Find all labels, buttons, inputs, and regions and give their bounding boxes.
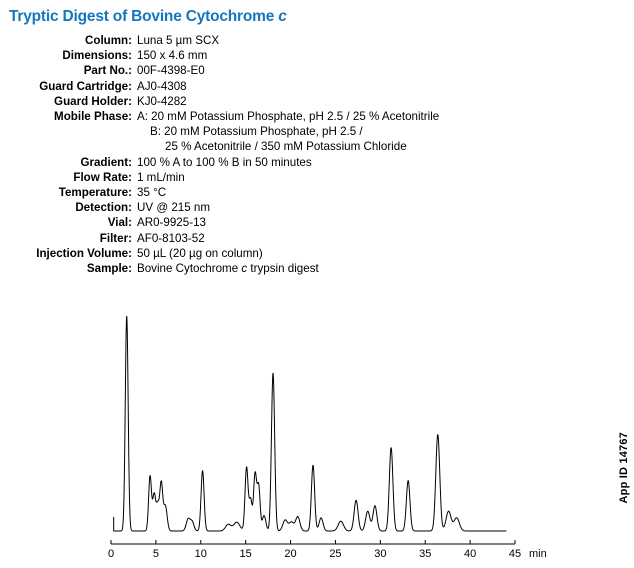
x-axis-tick-label: 15	[240, 548, 252, 560]
page-title-text: Tryptic Digest of Bovine Cytochrome	[9, 8, 279, 25]
parameter-label: Temperature:	[58, 186, 132, 200]
parameter-label: Gradient:	[80, 155, 132, 169]
x-axis-tick-label: 10	[195, 548, 207, 560]
method-parameters-table: Column: Luna 5 µm SCX Dimensions: 150 x 4.6…	[0, 33, 520, 276]
parameter-row: Guard Holder: KJ0-4282	[0, 94, 520, 109]
chromatogram-svg: 0 5 10 15 20 25 30 35 40 45 min	[108, 315, 547, 560]
parameter-label: Part No.:	[83, 64, 132, 78]
parameter-row: Guard Cartridge: AJ0-4308	[0, 79, 520, 94]
parameter-value: AF0-8103-52	[137, 231, 205, 245]
parameter-value-italic: c	[241, 262, 248, 276]
parameter-label: Dimensions:	[62, 49, 132, 63]
parameter-row: Injection Volume: 50 µL (20 µg on column)	[0, 246, 520, 261]
parameter-value: 1 mL/min	[137, 170, 185, 184]
x-axis-tick-label: 25	[329, 548, 341, 560]
x-axis-tick-label: 45	[509, 548, 521, 560]
x-axis-tick-label: 30	[374, 548, 386, 560]
page-title-italic: c	[278, 8, 287, 25]
parameter-value: 50 µL (20 µg on column)	[137, 246, 263, 260]
x-axis-tick-label: 35	[419, 548, 431, 560]
parameter-label: Injection Volume:	[36, 246, 132, 260]
parameter-row: Flow Rate: 1 mL/min	[0, 170, 520, 185]
parameter-value: 00F-4398-E0	[137, 64, 205, 78]
chromatogram-trace	[113, 315, 507, 532]
parameter-row: Gradient: 100 % A to 100 % B in 50 minute…	[0, 155, 520, 170]
parameter-label: Vial:	[107, 216, 132, 230]
parameter-value: B: 20 mM Potassium Phosphate, pH 2.5 /	[150, 125, 363, 139]
parameter-value: 35 °C	[137, 186, 167, 200]
x-axis-tick-label: 0	[108, 548, 114, 560]
parameter-label: Guard Cartridge:	[39, 79, 132, 93]
x-axis-tick-label: 5	[153, 548, 159, 560]
parameter-row: 25 % Acetonitrile / 350 mM Potassium Chl…	[0, 139, 520, 154]
page-title: Tryptic Digest of Bovine Cytochrome c	[9, 8, 287, 26]
parameter-value: 25 % Acetonitrile / 350 mM Potassium Chl…	[165, 140, 407, 154]
parameter-row: Part No.: 00F-4398-E0	[0, 63, 520, 78]
parameter-value-suffix: trypsin digest	[247, 262, 319, 276]
parameter-row: Vial: AR0-9925-13	[0, 215, 520, 230]
parameter-row: Column: Luna 5 µm SCX	[0, 33, 520, 48]
parameter-value: KJ0-4282	[137, 94, 187, 108]
parameter-value: Bovine Cytochrome c trypsin digest	[137, 261, 520, 276]
parameter-row: B: 20 mM Potassium Phosphate, pH 2.5 /	[0, 124, 520, 139]
parameter-value: 150 x 4.6 mm	[137, 49, 208, 63]
parameter-label: Detection:	[75, 201, 132, 215]
parameter-row: Filter: AF0-8103-52	[0, 231, 520, 246]
parameter-value: AJ0-4308	[137, 79, 187, 93]
parameter-value-text: Bovine Cytochrome	[137, 262, 242, 276]
parameter-row: Dimensions: 150 x 4.6 mm	[0, 48, 520, 63]
chromatogram: 0 5 10 15 20 25 30 35 40 45 min	[0, 300, 634, 568]
parameter-value: A: 20 mM Potassium Phosphate, pH 2.5 / 2…	[137, 110, 440, 124]
parameter-row: Sample: Bovine Cytochrome c trypsin diges…	[0, 261, 520, 276]
parameter-row: Mobile Phase: A: 20 mM Potassium Phosphat…	[0, 109, 520, 124]
parameter-label: Filter:	[99, 231, 132, 245]
parameter-label: Sample:	[86, 262, 132, 276]
x-axis-unit-label: min	[529, 548, 547, 560]
parameter-value: AR0-9925-13	[137, 216, 206, 230]
parameter-row: Temperature: 35 °C	[0, 185, 520, 200]
parameter-label: Flow Rate:	[73, 170, 132, 184]
parameter-value: Luna 5 µm SCX	[137, 34, 220, 47]
parameter-value: 100 % A to 100 % B in 50 minutes	[137, 155, 312, 169]
parameter-row: Detection: UV @ 215 nm	[0, 200, 520, 215]
parameter-label: Guard Holder:	[54, 94, 132, 108]
app-id-label: App ID 14767	[618, 432, 630, 504]
parameter-label: Column:	[84, 34, 132, 47]
parameter-value: UV @ 215 nm	[137, 201, 210, 215]
x-axis-tick-label: 40	[464, 548, 476, 560]
parameter-label: Mobile Phase:	[54, 110, 132, 124]
x-axis-tick-label: 20	[284, 548, 296, 560]
